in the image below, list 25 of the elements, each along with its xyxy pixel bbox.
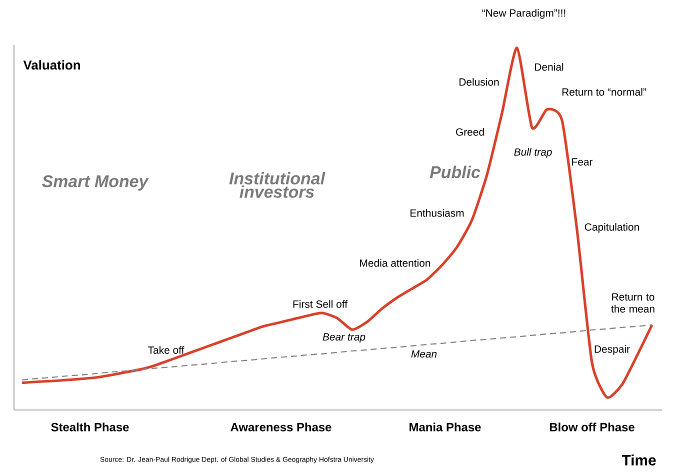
annotation: Enthusiasm [410, 209, 464, 217]
annotation: Capitulation [584, 223, 639, 233]
annotation: Public [430, 166, 480, 178]
annotation: Take off [148, 346, 184, 354]
text: Awareness Phase [230, 422, 332, 432]
y-axis-title: Valuation [23, 60, 80, 70]
annotation: Bull trap [514, 148, 552, 158]
annotation: Smart Money [42, 175, 149, 191]
annotation: Fear [572, 158, 593, 166]
text: “New Paradigm”!!! [482, 9, 566, 19]
annotation: Bear trap [322, 333, 366, 343]
text: Blow off Phase [550, 422, 634, 432]
annotation: Return to “normal” [562, 88, 646, 96]
annotation: Greed [456, 128, 484, 136]
text: Stealth Phase [51, 422, 129, 432]
annotation: Institutional investors [229, 172, 326, 198]
annotation: First Sell off [293, 300, 348, 308]
annotation: Mean [411, 350, 437, 358]
text: Mania Phase [410, 422, 481, 432]
annotation: Return to the mean [611, 293, 654, 313]
annotation: Denial [535, 63, 564, 71]
x-axis-title: Time [622, 454, 656, 466]
annotation: Delusion [460, 78, 499, 86]
annotation: Despair [594, 345, 630, 355]
annotation: Media attention [360, 259, 430, 267]
